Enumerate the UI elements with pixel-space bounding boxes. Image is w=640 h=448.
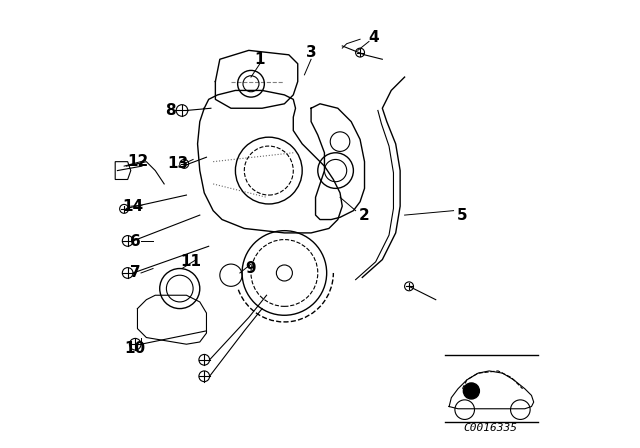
Text: 11: 11 xyxy=(180,254,202,269)
Text: 9: 9 xyxy=(246,261,256,276)
Text: 1: 1 xyxy=(255,52,265,67)
Circle shape xyxy=(463,383,479,399)
Text: 12: 12 xyxy=(127,154,148,169)
Text: 2: 2 xyxy=(359,207,370,223)
Text: 3: 3 xyxy=(306,45,316,60)
Text: 5: 5 xyxy=(457,207,468,223)
Text: 8: 8 xyxy=(166,103,176,118)
Text: 13: 13 xyxy=(167,156,188,172)
Text: 7: 7 xyxy=(130,266,141,280)
Text: 6: 6 xyxy=(130,234,141,249)
Text: 14: 14 xyxy=(122,199,143,214)
Text: 10: 10 xyxy=(125,341,146,356)
Text: C0016335: C0016335 xyxy=(463,423,518,433)
Text: 4: 4 xyxy=(368,30,379,44)
